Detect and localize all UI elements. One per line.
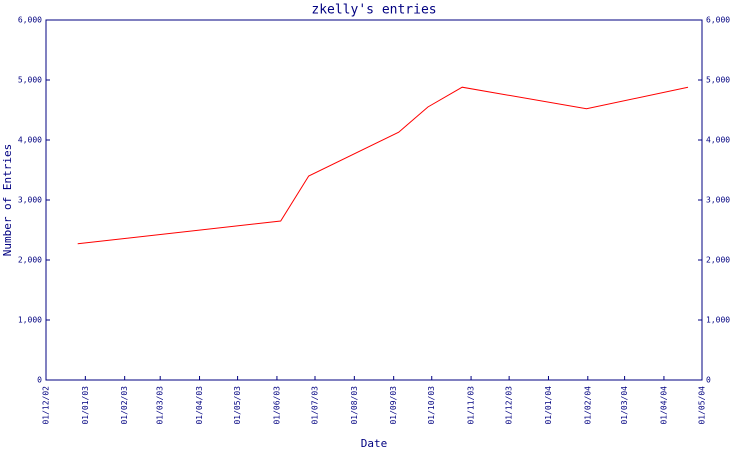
x-tick-label: 01/02/03 — [120, 386, 129, 425]
x-tick-label: 01/05/04 — [698, 386, 707, 425]
x-tick-label: 01/05/03 — [233, 386, 242, 425]
y-tick-label: 4,000 — [18, 136, 42, 145]
y-tick-label: 1,000 — [18, 316, 42, 325]
x-axis-label: Date — [361, 437, 388, 450]
y2-tick-label: 2,000 — [706, 256, 730, 265]
y2-tick-label: 4,000 — [706, 136, 730, 145]
y2-tick-label: 3,000 — [706, 196, 730, 205]
y-axis-label: Number of Entries — [1, 144, 14, 257]
y2-tick-label: 6,000 — [706, 16, 730, 25]
y2-tick-label: 5,000 — [706, 76, 730, 85]
x-tick-label: 01/07/03 — [310, 386, 319, 425]
y2-tick-label: 1,000 — [706, 316, 730, 325]
x-tick-label: 01/08/03 — [350, 386, 359, 425]
y-tick-label: 6,000 — [18, 16, 42, 25]
x-tick-label: 01/01/04 — [544, 386, 553, 425]
x-tick-label: 01/10/03 — [427, 386, 436, 425]
x-tick-label: 01/01/03 — [81, 386, 90, 425]
y2-tick-label: 0 — [706, 376, 711, 385]
y-tick-label: 0 — [37, 376, 42, 385]
line-series — [77, 86, 689, 245]
x-tick-label: 01/02/04 — [583, 386, 592, 425]
y-tick-label: 3,000 — [18, 196, 42, 205]
y-tick-label: 2,000 — [18, 256, 42, 265]
x-tick-label: 01/03/03 — [156, 386, 165, 425]
x-tick-label: 01/09/03 — [389, 386, 398, 425]
x-tick-label: 01/06/03 — [272, 386, 281, 425]
x-tick-label: 01/12/03 — [505, 386, 514, 425]
y-tick-label: 5,000 — [18, 76, 42, 85]
x-tick-label: 01/12/02 — [42, 386, 51, 425]
x-tick-label: 01/04/03 — [195, 386, 204, 425]
x-tick-label: 01/04/04 — [659, 386, 668, 425]
chart-title: zkelly's entries — [311, 3, 436, 18]
x-tick-label: 01/03/04 — [620, 386, 629, 425]
plot-frame — [45, 19, 703, 381]
x-tick-label: 01/11/03 — [467, 386, 476, 425]
